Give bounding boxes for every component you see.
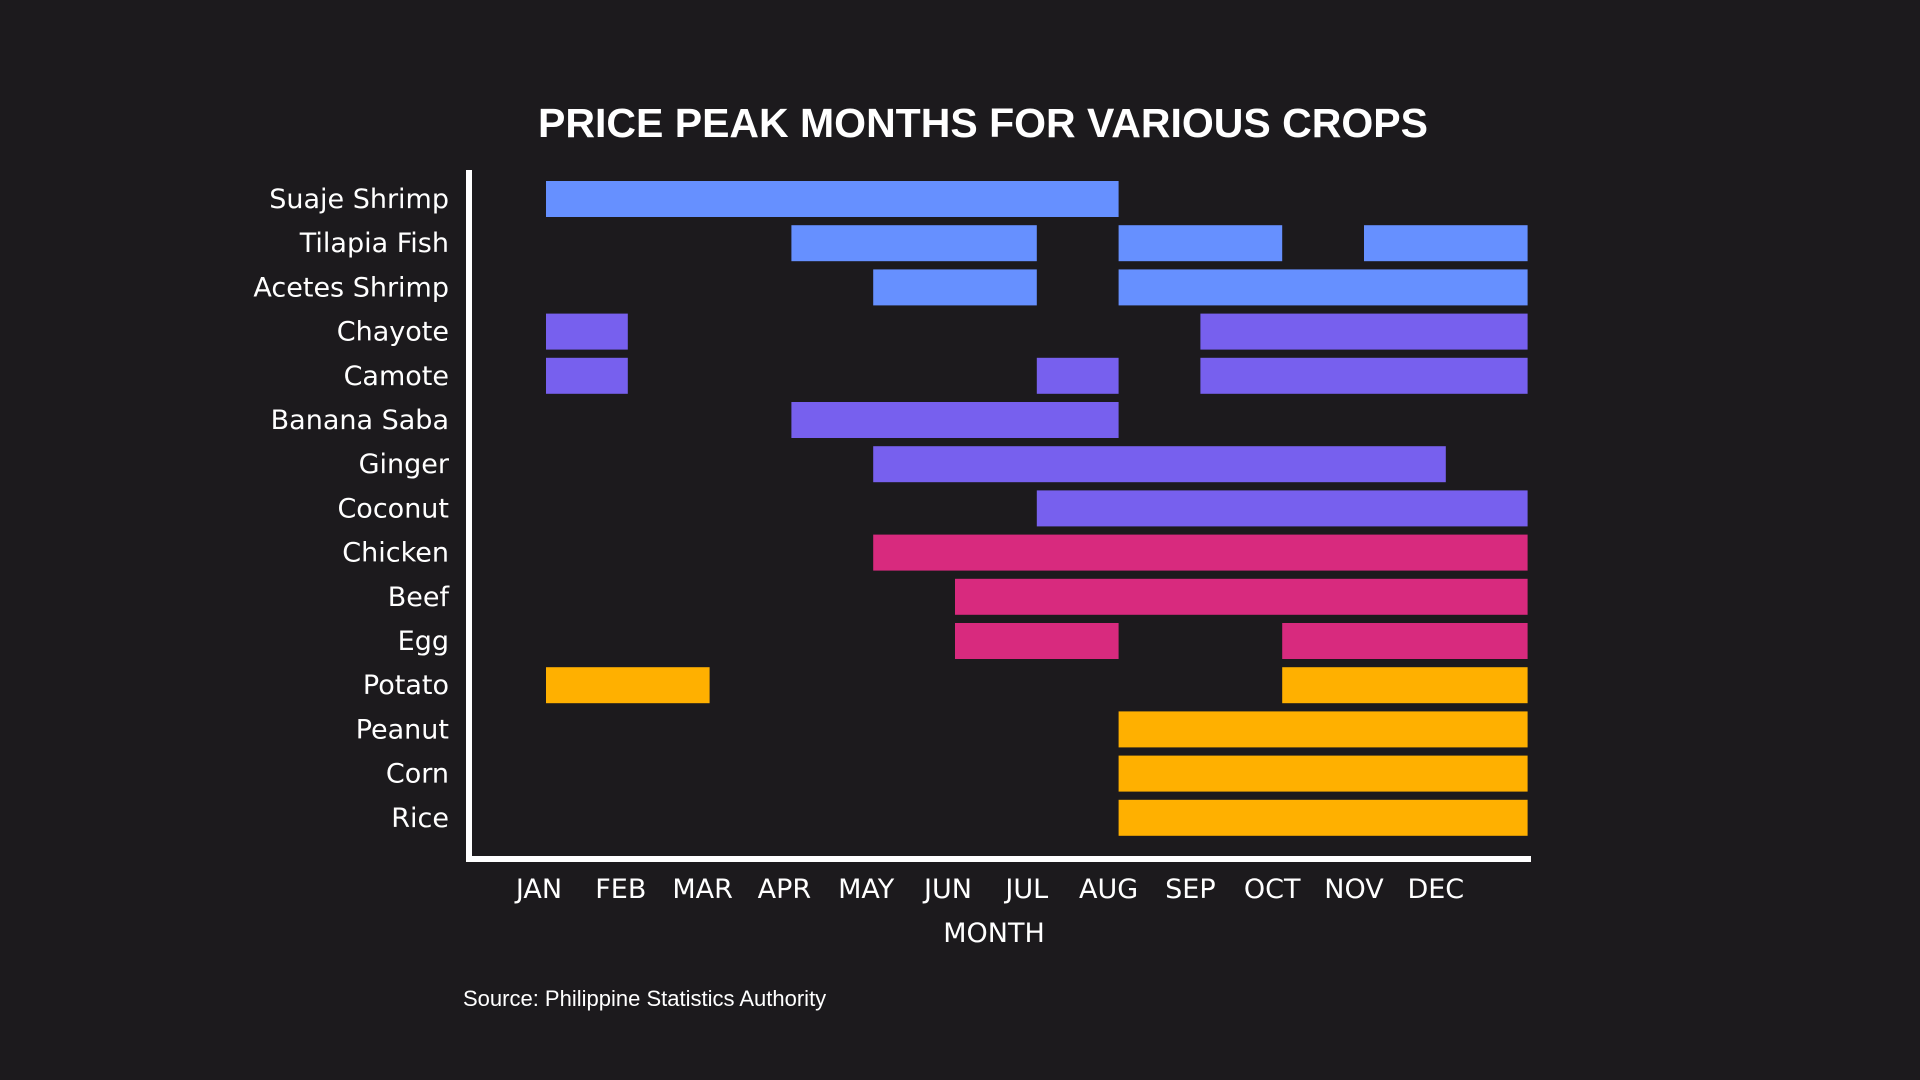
bar-segment <box>873 269 1037 306</box>
bar-segment <box>955 623 1119 659</box>
x-tick-label: APR <box>758 874 812 905</box>
row-label: Chayote <box>337 317 449 348</box>
row-label: Beef <box>388 582 451 613</box>
row-label: Ginger <box>359 449 450 480</box>
x-tick-label: JUL <box>1003 874 1048 905</box>
bar-segment <box>1200 357 1528 394</box>
x-axis-title: MONTH <box>943 918 1045 949</box>
row-label: Egg <box>398 626 449 657</box>
x-tick-label: NOV <box>1324 874 1384 905</box>
row-label: Rice <box>391 803 449 834</box>
x-tick-label: JAN <box>514 874 562 905</box>
bar-segment <box>873 534 1528 571</box>
bar-segment <box>955 578 1528 615</box>
chart-title: PRICE PEAK MONTHS FOR VARIOUS CROPS <box>538 100 1428 146</box>
bar-segment <box>791 402 1119 438</box>
row-label: Banana Saba <box>271 405 449 436</box>
bar-segment <box>1118 269 1528 306</box>
bar-segment <box>546 181 1119 217</box>
row-label: Coconut <box>337 493 449 524</box>
row-label: Suaje Shrimp <box>269 184 449 215</box>
bar-segment <box>546 667 710 704</box>
bar-segment <box>1282 623 1528 659</box>
row-label: Corn <box>386 759 449 790</box>
x-tick-label: MAR <box>672 874 733 905</box>
bar-segment <box>873 446 1446 483</box>
x-tick-label: FEB <box>595 874 646 905</box>
source-note: Source: Philippine Statistics Authority <box>463 986 827 1011</box>
row-label: Chicken <box>342 538 449 569</box>
x-tick-label: JUN <box>922 874 972 905</box>
x-tick-label: AUG <box>1079 874 1138 905</box>
x-tick-label: MAY <box>838 874 895 905</box>
bar-segment <box>1036 490 1528 527</box>
bar-segment <box>1036 357 1119 394</box>
row-label: Tilapia Fish <box>299 228 449 259</box>
row-label: Peanut <box>356 714 449 745</box>
bar-segment <box>1118 799 1528 836</box>
bar-segment <box>1282 667 1528 704</box>
bar-segment <box>546 313 628 350</box>
row-label: Camote <box>344 361 449 392</box>
bar-segment <box>1200 313 1528 350</box>
bar-segment <box>1118 225 1283 262</box>
bar-segment <box>1364 225 1528 262</box>
bar-segment <box>791 225 1037 262</box>
x-tick-label: SEP <box>1165 874 1215 905</box>
row-label: Potato <box>363 670 449 701</box>
x-tick-label: OCT <box>1244 874 1301 905</box>
x-tick-label: DEC <box>1407 874 1464 905</box>
row-label: Acetes Shrimp <box>253 272 449 303</box>
bar-segment <box>1118 755 1528 792</box>
bar-segment <box>1118 711 1528 748</box>
bar-segment <box>546 357 628 394</box>
